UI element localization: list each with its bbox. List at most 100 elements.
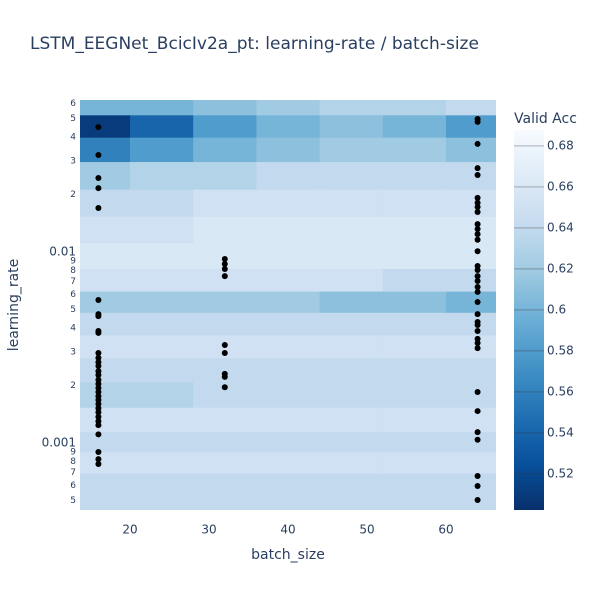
y-tick-label: 3 (70, 347, 76, 357)
contour-cell (445, 495, 496, 510)
trial-point (474, 497, 481, 504)
contour-cell (256, 162, 321, 191)
contour-cell (382, 358, 447, 383)
trial-point (474, 236, 481, 243)
contour-cell (256, 452, 321, 474)
y-axis-title: learning_rate (6, 259, 22, 352)
trial-point (474, 204, 481, 211)
contour-cell (445, 268, 496, 293)
contour-cell (445, 291, 496, 314)
colorbar-tick-label: 0.6 (547, 302, 566, 316)
contour-cell (80, 115, 131, 139)
trial-point (474, 345, 481, 352)
contour-cell (130, 382, 194, 409)
contour-cell (445, 312, 496, 336)
colorbar-title: Valid Acc (514, 111, 577, 127)
contour-cell (130, 216, 194, 244)
y-tick-label: 8 (70, 457, 76, 467)
contour-cell (319, 291, 384, 314)
contour-cell (382, 189, 447, 218)
contour-cell (130, 115, 194, 139)
contour-cell (256, 268, 321, 293)
contour-cell (319, 100, 384, 116)
trial-point (95, 363, 102, 370)
contour-cell (80, 358, 131, 383)
trial-point (95, 329, 102, 336)
contour-cell (445, 189, 496, 218)
trial-point (474, 194, 481, 201)
trial-point (95, 461, 102, 468)
trial-point (474, 472, 481, 479)
contour-cell (445, 115, 496, 139)
trial-point (474, 248, 481, 255)
contour-cell (130, 432, 194, 453)
contour-cell (319, 115, 384, 139)
trial-point (221, 341, 228, 348)
contour-cell (256, 407, 321, 433)
trial-point (95, 124, 102, 131)
trial-point (95, 456, 102, 463)
contour-cell (319, 358, 384, 383)
y-tick-label: 0.001 (42, 436, 76, 450)
contour-cell (130, 268, 194, 293)
contour-cell (445, 358, 496, 383)
contour-cell (256, 189, 321, 218)
contour-cell (256, 432, 321, 453)
contour-cell (256, 291, 321, 314)
trial-point (474, 172, 481, 179)
trial-point (95, 413, 102, 420)
contour-cell (193, 432, 257, 453)
contour-cell (130, 312, 194, 336)
contour-cell (445, 407, 496, 433)
contour-cell (80, 291, 131, 314)
trial-point (95, 204, 102, 211)
contour-cell (256, 473, 321, 497)
contour-cell (256, 115, 321, 139)
contour-cell (256, 358, 321, 383)
trial-point (95, 388, 102, 395)
trial-point (474, 225, 481, 232)
contour-cell (319, 473, 384, 497)
contour-cell (319, 137, 384, 163)
x-tick-label: 50 (359, 523, 374, 537)
contour-cell (80, 312, 131, 336)
y-tick-label: 8 (70, 266, 76, 276)
contour-cell (319, 216, 384, 244)
contour-cell (382, 115, 447, 139)
trial-point (221, 373, 228, 380)
contour-cell (193, 291, 257, 314)
trial-point (221, 256, 228, 263)
y-tick-label: 4 (70, 133, 76, 143)
trial-point (474, 118, 481, 125)
contour-cell (130, 162, 194, 191)
trial-point (95, 409, 102, 416)
contour-cell (193, 312, 257, 336)
y-tick-label: 2 (70, 381, 76, 391)
trial-point (474, 408, 481, 415)
contour-cell (80, 243, 131, 270)
contour-cell (319, 382, 384, 409)
contour-cell (382, 407, 447, 433)
contour-cell (445, 452, 496, 474)
y-tick-label: 9 (70, 447, 76, 457)
contour-cell (80, 432, 131, 453)
contour-cell (80, 335, 131, 359)
contour-cell (193, 100, 257, 116)
contour-cell (382, 432, 447, 453)
contour-cell (445, 162, 496, 191)
contour-cell (256, 137, 321, 163)
y-tick-label: 5 (70, 305, 76, 315)
chart-title: LSTM_EEGNet_BcicIv2a_pt: learning-rate /… (30, 34, 479, 54)
contour-cell (193, 407, 257, 433)
contour-cell (382, 495, 447, 510)
contour-cell (256, 382, 321, 409)
trial-point (221, 350, 228, 357)
trial-point (95, 296, 102, 303)
contour-cell (445, 137, 496, 163)
trial-point (474, 165, 481, 172)
contour-cell (130, 291, 194, 314)
colorbar-tick-label: 0.68 (547, 138, 574, 152)
trial-point (474, 388, 481, 395)
